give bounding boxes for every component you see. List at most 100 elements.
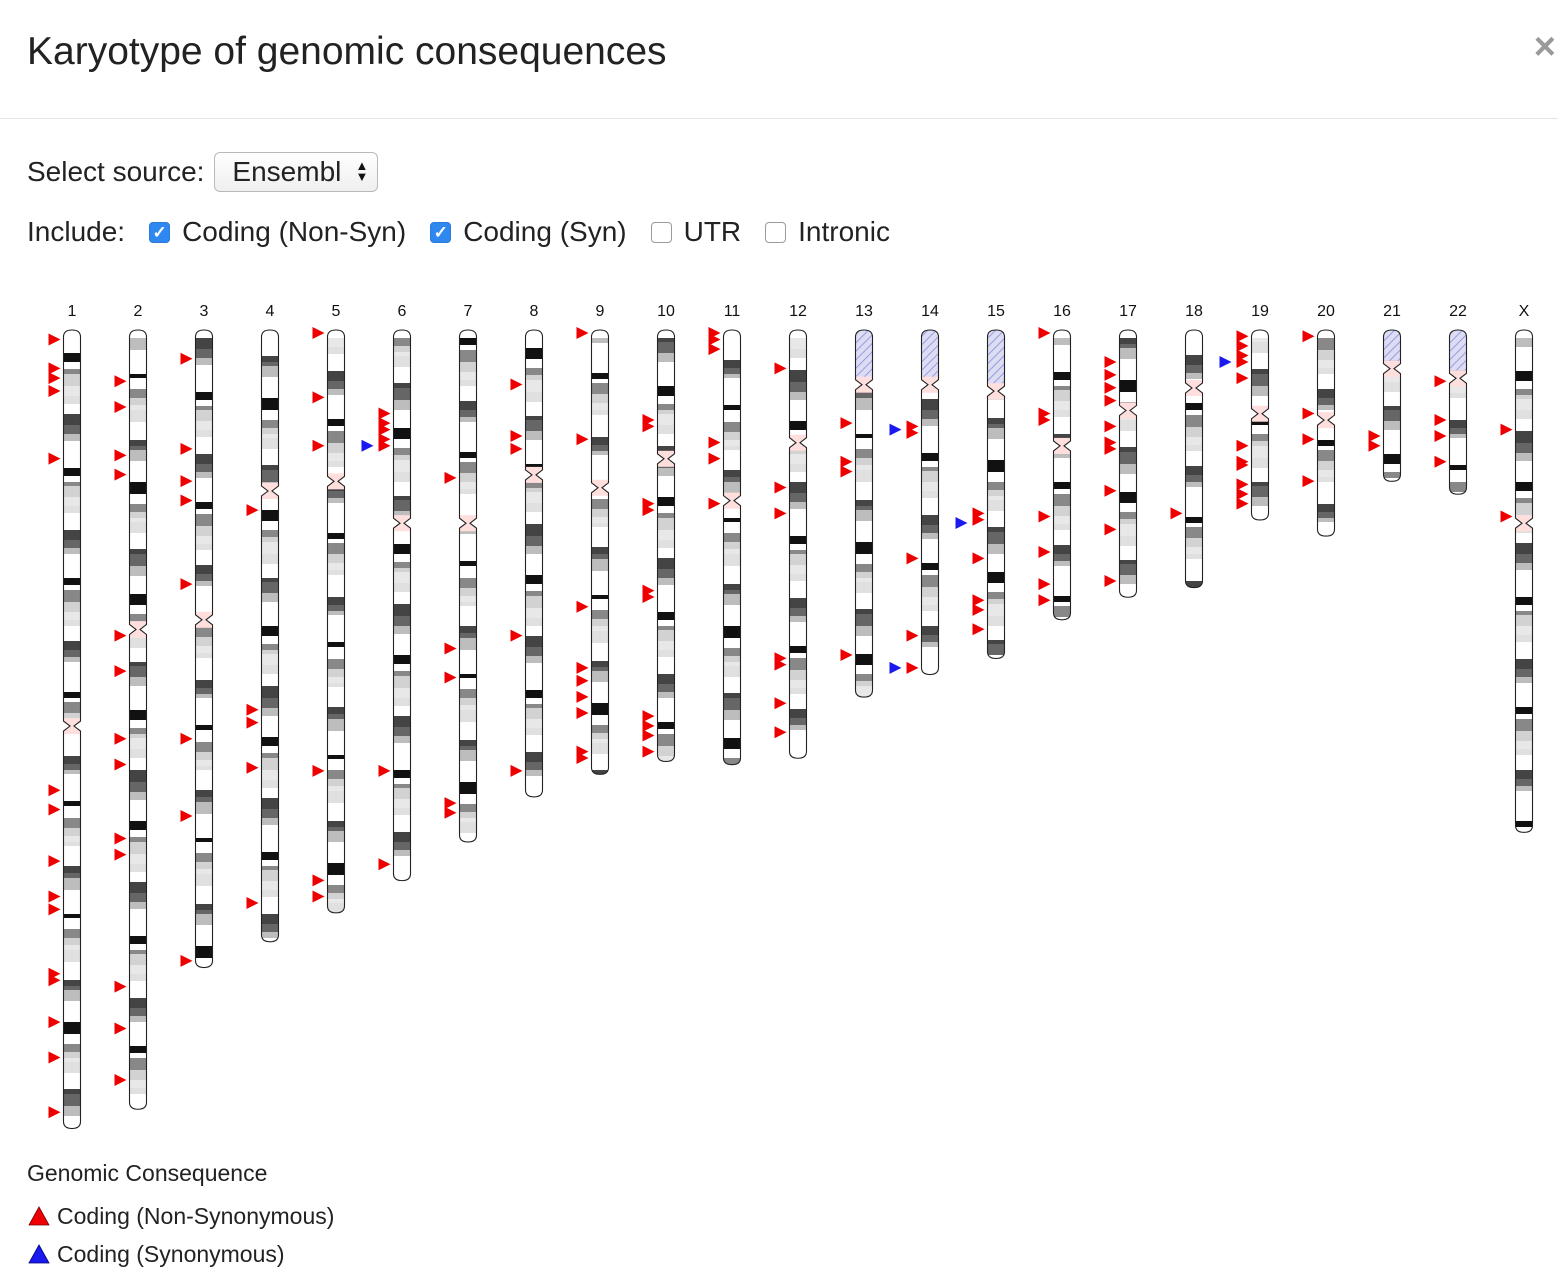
chromosome-band bbox=[723, 446, 741, 450]
non-syn-marker bbox=[378, 764, 391, 777]
chromosome-band bbox=[855, 609, 873, 614]
non-syn-marker bbox=[774, 658, 787, 671]
non-syn-marker bbox=[642, 745, 655, 758]
chromosome-band bbox=[195, 406, 213, 410]
non-syn-marker bbox=[1104, 368, 1117, 381]
chromosome-band bbox=[393, 472, 411, 482]
non-syn-marker bbox=[114, 732, 127, 745]
chromosome-band bbox=[393, 496, 411, 500]
chromosome-band bbox=[327, 543, 345, 554]
chromosome-band bbox=[129, 821, 147, 830]
chromosome-band bbox=[393, 400, 411, 410]
chromosome-band bbox=[1251, 338, 1269, 342]
chromosome-band bbox=[129, 792, 147, 800]
syn-marker bbox=[1219, 355, 1232, 368]
chromosome-band bbox=[1053, 596, 1071, 602]
include-option-coding-non-syn[interactable]: ✓ Coding (Non-Syn) bbox=[149, 216, 406, 248]
checkbox[interactable]: ✓ bbox=[430, 221, 452, 243]
non-syn-marker bbox=[642, 504, 655, 517]
chromosome-band bbox=[63, 1044, 81, 1052]
include-option-utr[interactable]: UTR bbox=[650, 216, 741, 248]
chromosome-band bbox=[1515, 741, 1533, 749]
checkbox[interactable]: ✓ bbox=[149, 221, 171, 243]
chromosome-band bbox=[789, 598, 807, 608]
chromosome-band bbox=[261, 686, 279, 698]
legend-label: Coding (Synonymous) bbox=[57, 1240, 285, 1267]
chromosome-band bbox=[195, 694, 213, 698]
chromosome-band bbox=[261, 362, 279, 366]
chromosome-band bbox=[129, 1008, 147, 1016]
chromosome-band bbox=[657, 734, 675, 746]
chromosome-band bbox=[591, 743, 609, 754]
chromosome-band bbox=[657, 722, 675, 729]
chromosome-band bbox=[129, 398, 147, 405]
non-syn-marker bbox=[972, 623, 985, 636]
source-row: Select source: Ensembl ▲ ▼ bbox=[27, 152, 379, 192]
chromosome-band bbox=[987, 424, 1005, 428]
chromosome-outline bbox=[458, 329, 478, 843]
chromosome-band bbox=[723, 584, 741, 590]
chromosome-band bbox=[1053, 561, 1071, 566]
chromosome-band bbox=[1383, 406, 1401, 410]
close-icon[interactable]: × bbox=[1533, 26, 1556, 68]
chromosome-band bbox=[855, 578, 873, 582]
non-syn-marker bbox=[114, 629, 127, 642]
chromosome-band bbox=[393, 428, 411, 439]
modal-header: Karyotype of genomic consequences × bbox=[0, 0, 1558, 119]
chromosome-8: 8 bbox=[510, 303, 544, 798]
non-syn-marker bbox=[708, 452, 721, 465]
chromosome-band bbox=[129, 854, 147, 864]
chromosome-band bbox=[789, 338, 807, 349]
include-option-intronic[interactable]: Intronic bbox=[765, 216, 890, 248]
chromosome-band bbox=[1053, 482, 1071, 489]
chromosome-band bbox=[657, 338, 675, 342]
chromosome-band bbox=[1119, 380, 1137, 392]
chromosome-band bbox=[63, 878, 81, 890]
chromosome-band bbox=[855, 681, 873, 686]
chromosome-9: 9 bbox=[576, 303, 610, 775]
chromosome-band bbox=[195, 838, 213, 842]
chromosome-band bbox=[855, 564, 873, 572]
chromosome-band bbox=[1515, 707, 1533, 714]
source-select[interactable]: Ensembl ▲ ▼ bbox=[214, 152, 379, 192]
chromosome-label: 12 bbox=[789, 303, 807, 320]
chromosome-band bbox=[393, 626, 411, 634]
chromosome-band bbox=[789, 493, 807, 502]
chromosome-band bbox=[1515, 563, 1533, 570]
chromosome-band bbox=[855, 572, 873, 578]
chromosome-band bbox=[129, 782, 147, 792]
chromosome-band bbox=[327, 389, 345, 395]
chromosome-band bbox=[63, 506, 81, 513]
chromosome-band bbox=[591, 725, 609, 733]
include-option-coding-syn[interactable]: ✓ Coding (Syn) bbox=[430, 216, 627, 248]
chromosome-band bbox=[525, 770, 543, 776]
chromosome-band bbox=[261, 708, 279, 716]
non-syn-marker bbox=[1038, 594, 1051, 607]
chromosome-band bbox=[921, 525, 939, 533]
chromosome-band bbox=[129, 936, 147, 944]
non-syn-marker bbox=[576, 674, 589, 687]
non-syn-marker bbox=[48, 452, 61, 465]
chromosome-band bbox=[261, 737, 279, 746]
chromosome-band bbox=[1515, 719, 1533, 731]
chromosome-band bbox=[855, 654, 873, 665]
checkbox[interactable] bbox=[650, 221, 672, 243]
non-syn-marker bbox=[774, 507, 787, 520]
checkbox[interactable] bbox=[765, 221, 787, 243]
non-syn-marker bbox=[1104, 484, 1117, 497]
chromosome-band bbox=[393, 455, 411, 460]
chromosome-band bbox=[63, 386, 81, 396]
chromosome-band bbox=[525, 596, 543, 608]
chromosome-band bbox=[1317, 512, 1335, 518]
chromosome-band bbox=[525, 482, 543, 488]
chromosome-band bbox=[1317, 389, 1335, 398]
chromosome-band bbox=[63, 486, 81, 497]
non-syn-marker bbox=[1104, 381, 1117, 394]
chromosome-band bbox=[657, 425, 675, 434]
chromosome-22: 22 bbox=[1434, 303, 1468, 495]
chromosome-band bbox=[129, 482, 147, 494]
chromosome-band bbox=[1515, 770, 1533, 779]
non-syn-marker bbox=[1236, 339, 1249, 352]
non-syn-marker bbox=[378, 423, 391, 436]
chromosome-label: 16 bbox=[1053, 303, 1071, 320]
